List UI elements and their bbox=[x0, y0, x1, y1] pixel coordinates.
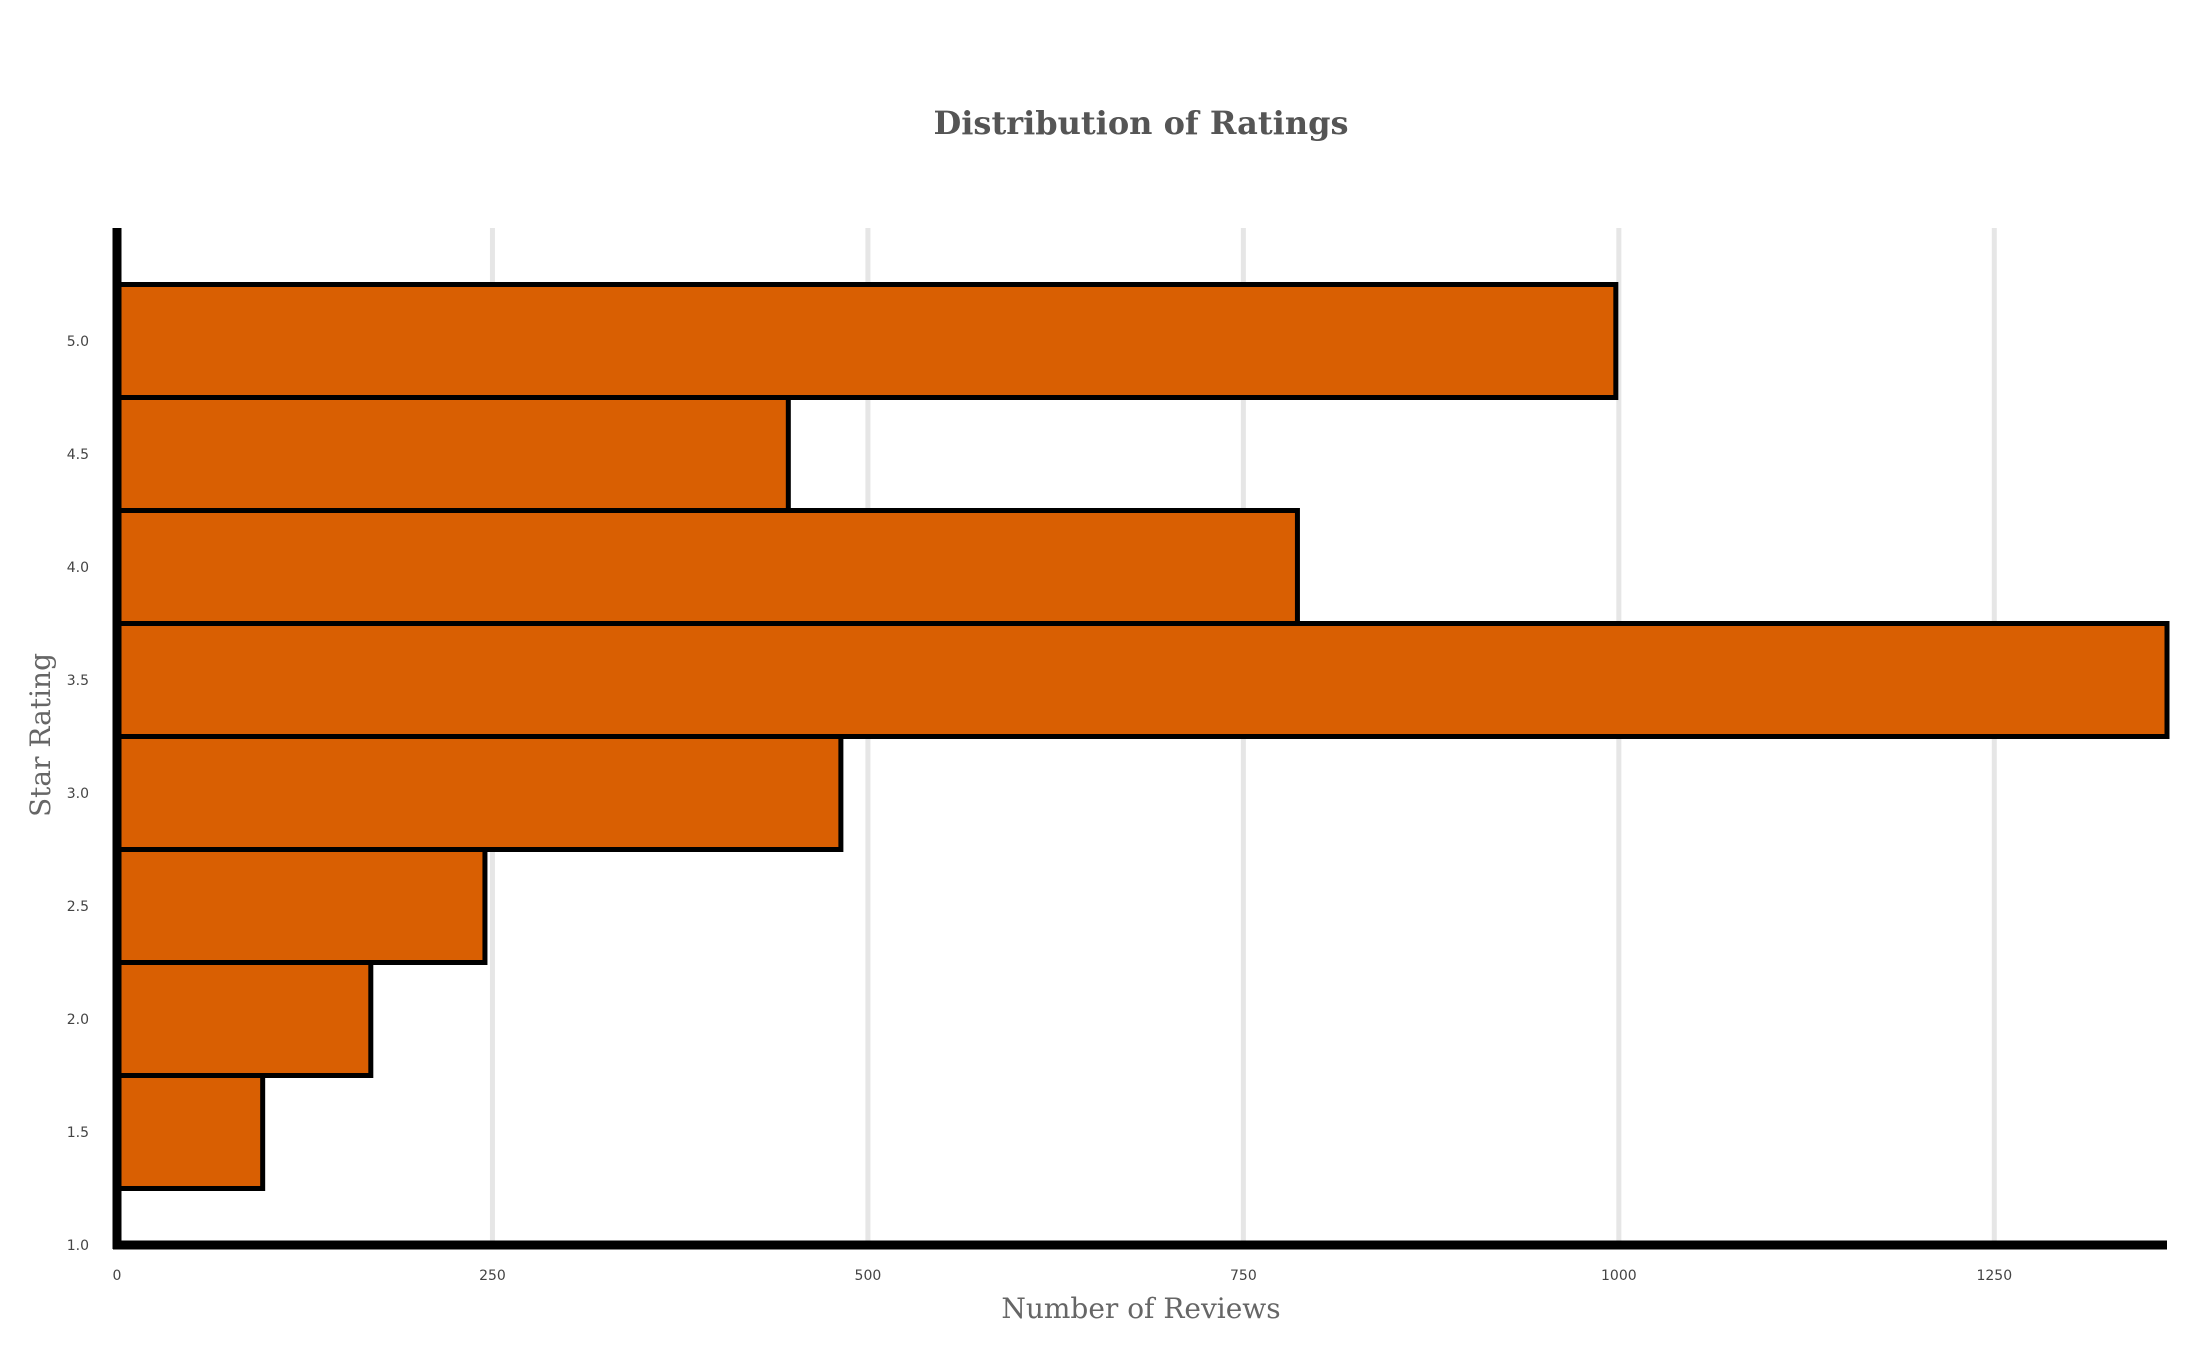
x-tick-label: 250 bbox=[479, 1268, 506, 1284]
x-tick-label: 1250 bbox=[1976, 1268, 2012, 1284]
bars bbox=[114, 282, 2170, 1191]
x-tick-labels: 0 250 500 750 1000 1250 bbox=[113, 1268, 2013, 1284]
bar bbox=[114, 395, 791, 513]
x-axis-title: Number of Reviews bbox=[1001, 1292, 1280, 1325]
chart-title: Distribution of Ratings bbox=[934, 104, 1349, 142]
y-axis-title: Star Rating bbox=[24, 653, 57, 817]
bar bbox=[114, 1073, 266, 1191]
x-tick-label: 0 bbox=[113, 1268, 122, 1284]
bar bbox=[114, 734, 844, 852]
x-tick-label: 750 bbox=[1230, 1268, 1257, 1284]
bar bbox=[114, 282, 1619, 400]
y-tick-label: 4.0 bbox=[67, 560, 89, 576]
bar bbox=[114, 621, 2170, 739]
y-tick-label: 2.0 bbox=[67, 1012, 89, 1028]
axes bbox=[112, 228, 2167, 1250]
bar bbox=[114, 960, 374, 1078]
y-tick-label: 4.5 bbox=[67, 447, 89, 463]
x-tick-label: 500 bbox=[855, 1268, 882, 1284]
y-tick-label: 3.0 bbox=[67, 786, 89, 802]
y-tick-label: 5.0 bbox=[67, 334, 89, 350]
bar bbox=[114, 508, 1300, 626]
y-tick-label: 2.5 bbox=[67, 899, 89, 915]
bar bbox=[114, 847, 488, 965]
y-tick-label: 1.5 bbox=[67, 1125, 89, 1141]
y-tick-labels: 1.0 1.5 2.0 2.5 3.0 3.5 4.0 4.5 5.0 bbox=[67, 334, 89, 1254]
y-tick-label: 3.5 bbox=[67, 673, 89, 689]
x-tick-label: 1000 bbox=[1601, 1268, 1637, 1284]
y-tick-label: 1.0 bbox=[67, 1238, 89, 1254]
